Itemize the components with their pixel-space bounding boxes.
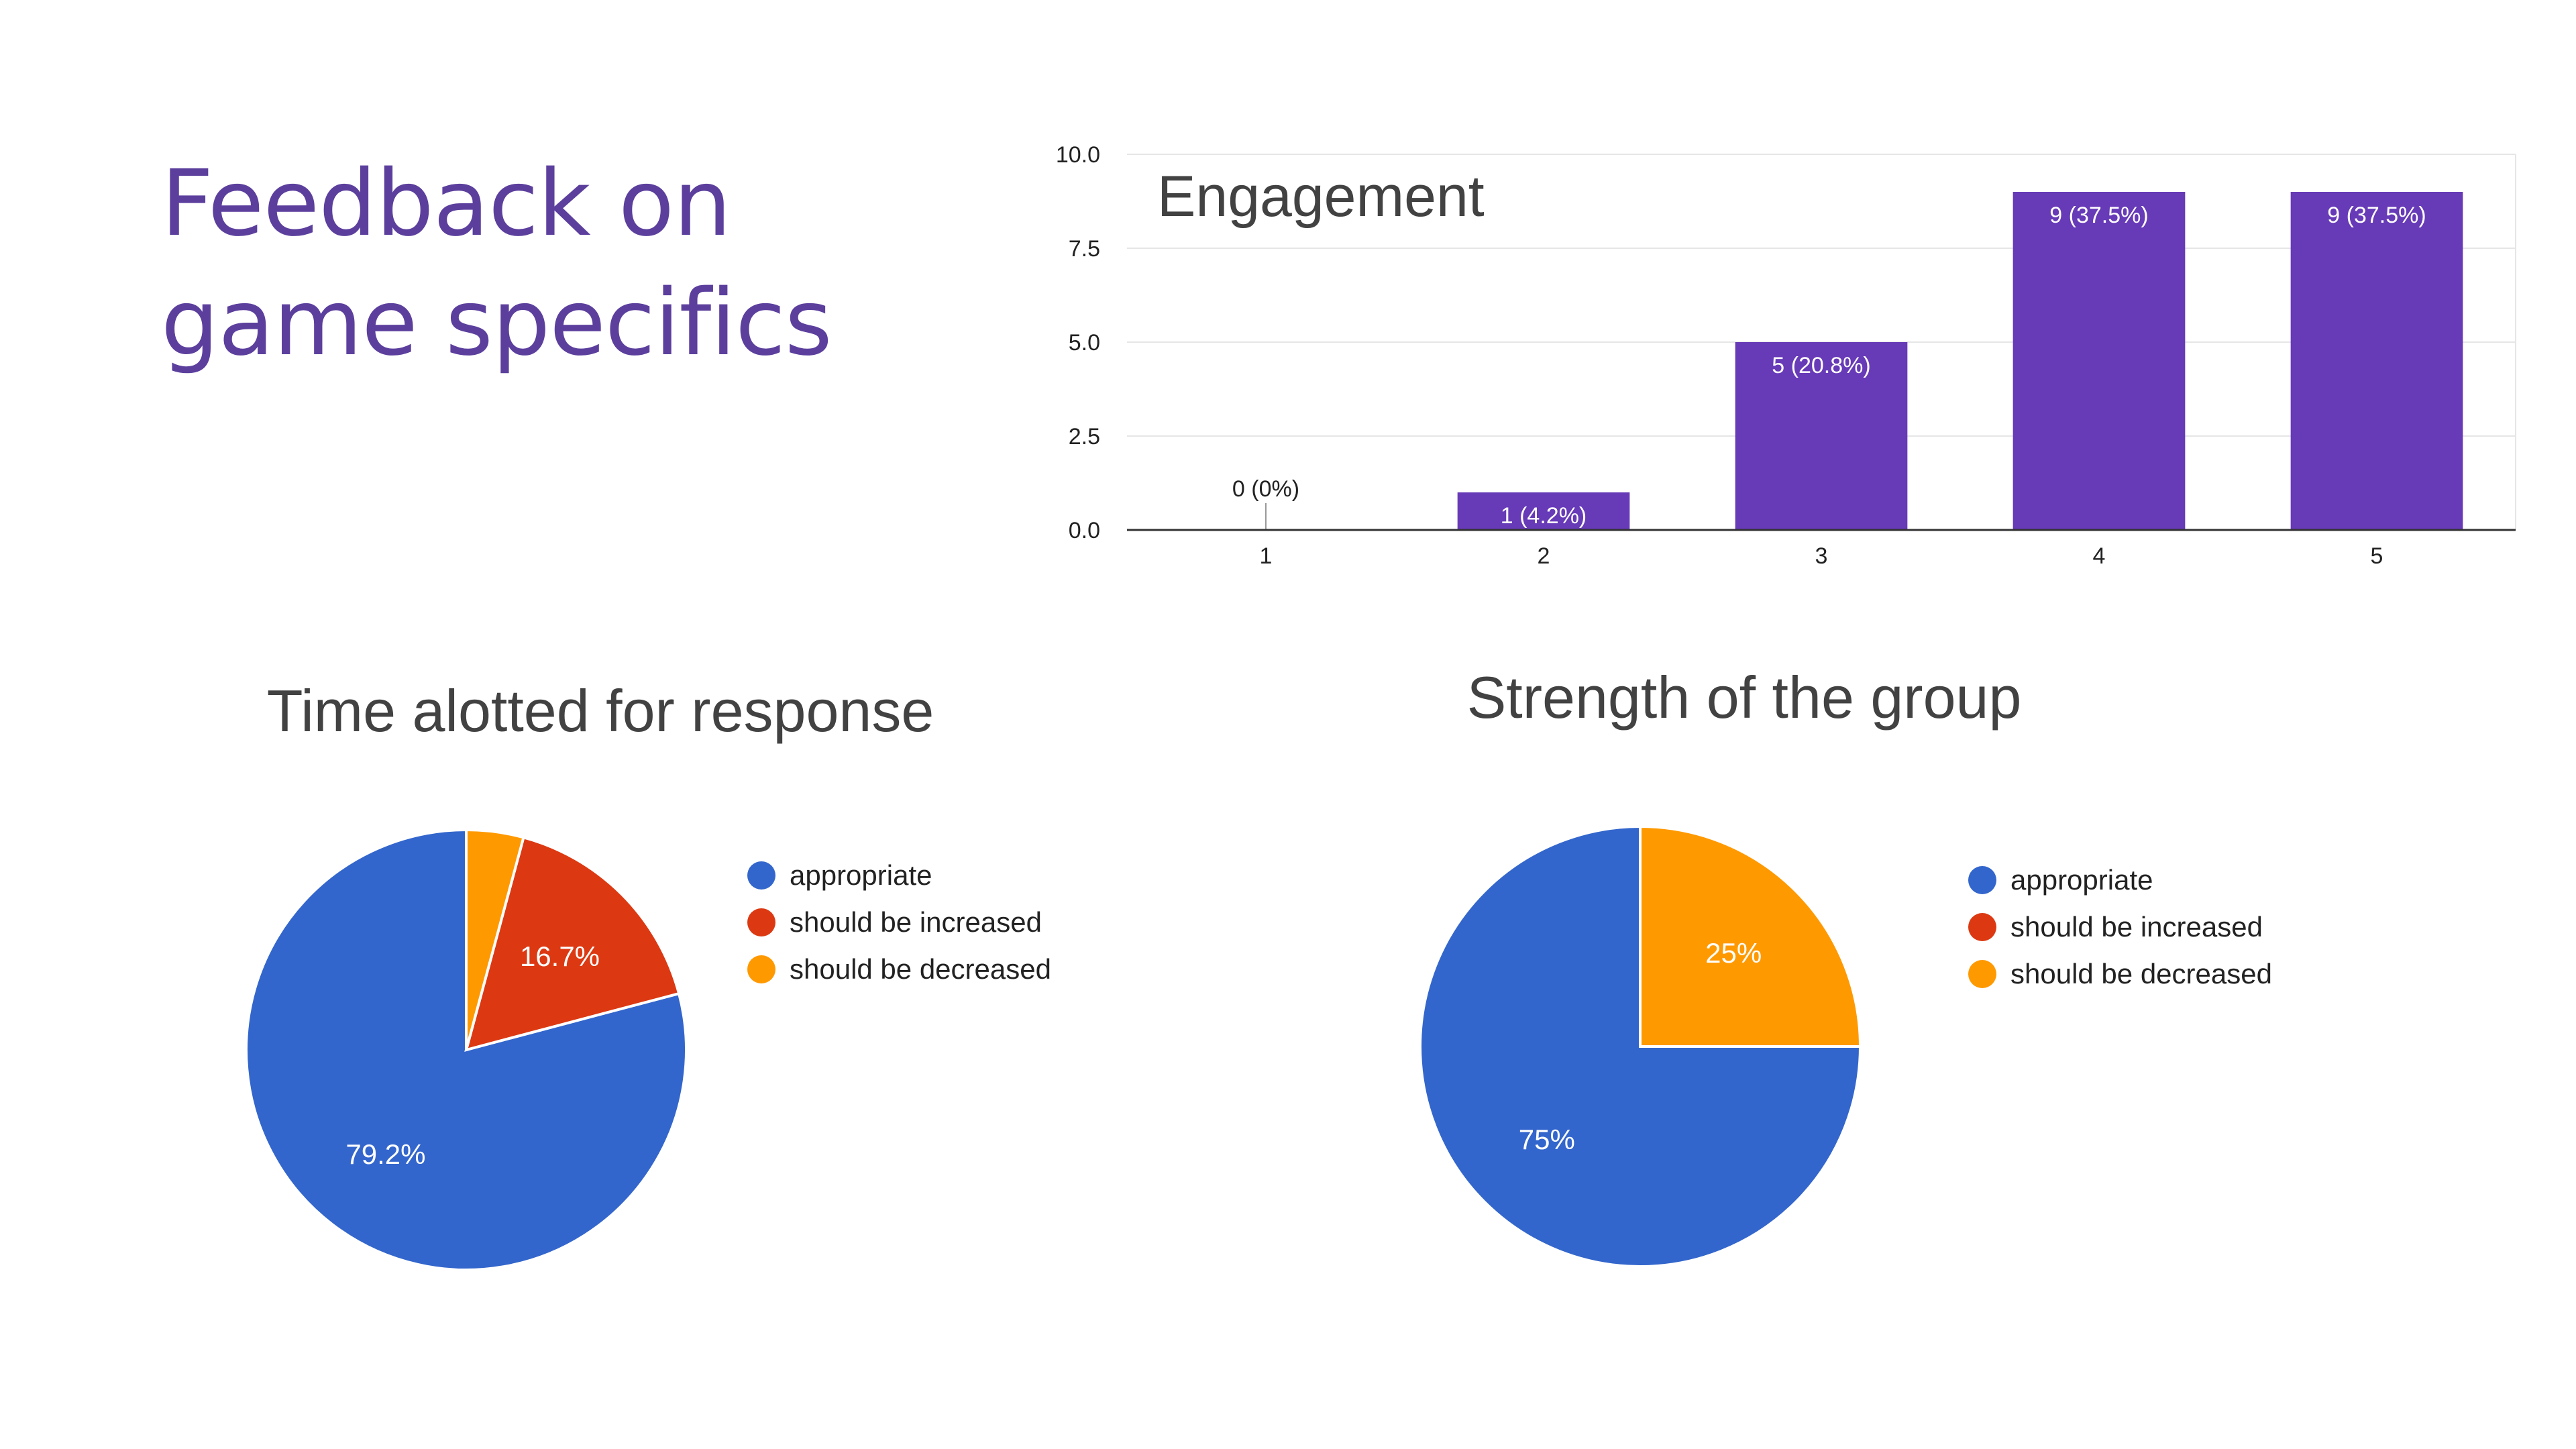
legend-swatch — [747, 955, 775, 983]
bar-5 — [2290, 192, 2463, 530]
bar-y-tick-label: 5.0 — [1069, 330, 1100, 356]
bar-data-label: 5 (20.8%) — [1772, 353, 1870, 378]
time-alotted-legend: appropriate should be increased should be … — [747, 859, 1051, 985]
slide-title-line-2: game specifics — [161, 270, 833, 376]
bar-2 — [1457, 492, 1630, 530]
pie-value-label: 79.2% — [345, 1138, 425, 1170]
bar-x-tick-labels: 1 2 3 4 5 — [1260, 543, 2383, 569]
engagement-chart-title: Engagement — [1157, 164, 1485, 229]
pie-slice-should-be-decreased — [465, 828, 525, 1051]
pie-value-label: 75% — [1519, 1124, 1575, 1155]
bar-data-labels: 0 (0%) 1 (4.2%) 5 (20.8%) 9 (37.5%) 9 (37.5%… — [1232, 203, 2426, 530]
time-alotted-pie-chart: Time alotted for response 79.2% 16.7% app… — [245, 678, 1051, 1271]
slide-title-line-1: Feedback on — [161, 151, 731, 257]
legend-swatch — [1968, 960, 1996, 988]
legend-swatch — [747, 861, 775, 890]
legend-label: should be increased — [790, 906, 1042, 938]
bar-data-label: 9 (37.5%) — [2327, 203, 2426, 228]
bar-data-label: 0 (0%) — [1232, 476, 1299, 502]
legend-swatch — [747, 908, 775, 936]
bar-data-label: 1 (4.2%) — [1501, 503, 1587, 529]
slide-title: Feedback on game specifics — [161, 144, 833, 383]
group-strength-legend: appropriate should be increased should be … — [1968, 864, 2272, 989]
engagement-bar-chart: 0.0 2.5 5.0 7.5 10.0 0 (0%) 1 (4.2%) 5 (20.8%)… — [1056, 142, 2516, 569]
group-strength-chart-title: Strength of the group — [1467, 664, 2022, 731]
bar-y-tick-labels: 0.0 2.5 5.0 7.5 10.0 — [1056, 142, 1100, 543]
pie-slice-should-be-increased — [464, 835, 681, 1052]
bar-x-tick-label: 1 — [1260, 543, 1273, 569]
bar-series — [1457, 192, 2463, 530]
time-alotted-pie-value-labels: 79.2% 16.7% — [345, 941, 600, 1170]
bar-x-tick-label: 4 — [2093, 543, 2106, 569]
bar-y-tick-label: 7.5 — [1069, 236, 1100, 262]
legend-label: should be decreased — [790, 953, 1051, 985]
group-strength-pie-chart: Strength of the group 75% 25% appropriate… — [1419, 664, 2272, 1268]
time-alotted-pie-slices — [245, 828, 688, 1271]
pie-value-label: 16.7% — [520, 941, 600, 972]
legend-label: appropriate — [790, 859, 932, 891]
legend-label: should be decreased — [2010, 958, 2272, 989]
group-strength-pie-value-labels: 75% 25% — [1519, 937, 1762, 1155]
legend-swatch — [1968, 913, 1996, 941]
bar-x-tick-label: 2 — [1538, 543, 1550, 569]
pie-slice-appropriate — [1419, 824, 1862, 1268]
bar-x-tick-label: 5 — [2371, 543, 2383, 569]
time-alotted-chart-title: Time alotted for response — [267, 678, 934, 744]
bar-y-tick-label: 2.5 — [1069, 424, 1100, 449]
bar-y-tick-label: 0.0 — [1069, 518, 1100, 543]
bar-x-tick-label: 3 — [1815, 543, 1828, 569]
bar-y-tick-label: 10.0 — [1056, 142, 1100, 168]
bar-4 — [2012, 192, 2186, 530]
legend-swatch — [1968, 866, 1996, 894]
pie-value-label: 25% — [1705, 937, 1762, 969]
legend-label: should be increased — [2010, 911, 2263, 943]
bar-data-label: 9 (37.5%) — [2049, 203, 2148, 228]
group-strength-pie-slices — [1419, 824, 1862, 1268]
bar-3 — [1735, 342, 1908, 530]
pie-slice-should-be-decreased — [1639, 824, 1862, 1048]
legend-label: appropriate — [2010, 864, 2153, 896]
